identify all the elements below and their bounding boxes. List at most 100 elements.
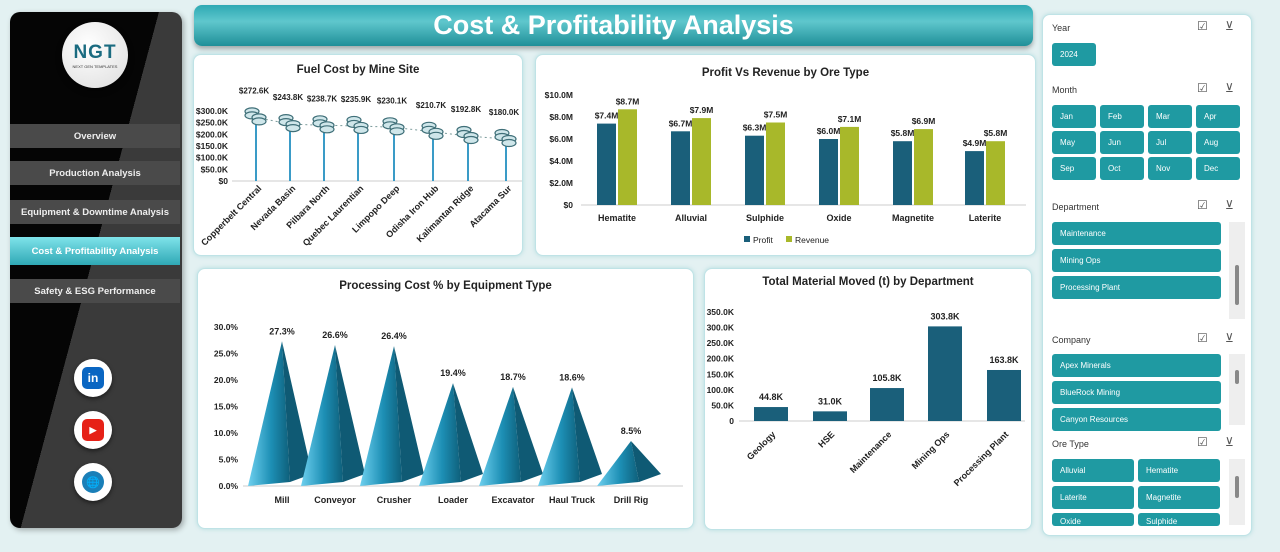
data-label: $272.6K [239,86,269,95]
clear-filter-icon[interactable]: ⊻ [1225,435,1234,449]
legend-swatch [786,236,792,242]
slicer-item-month[interactable]: Mar [1148,105,1192,128]
slicer-item-ore[interactable]: Magnetite [1138,486,1220,509]
pyramid-bar-side [572,387,602,482]
slicer-item-company[interactable]: Canyon Resources [1052,408,1221,431]
data-label: $180.0K [489,108,519,117]
x-tick-label: Crusher [377,495,412,505]
fuel-cost-card: Fuel Cost by Mine Site $0 $50.0K $100.0K $1… [193,54,523,256]
slicer-item-ore[interactable]: Alluvial [1052,459,1134,482]
nav-production-analysis[interactable]: Production Analysis [10,161,180,185]
y-tick-label: $300.0K [196,106,229,116]
y-tick-label: 15.0% [214,402,239,412]
coin-icon [251,117,267,126]
y-tick-label: $0 [564,200,574,210]
linkedin-button[interactable]: in [74,359,112,397]
data-label: 8.5% [621,426,642,436]
y-tick-label: 10.0% [214,428,239,438]
y-tick-label: $250.0K [196,118,229,128]
pyramid-bar [301,345,343,486]
y-tick-label: $2.0M [549,178,573,188]
slicer-item-month[interactable]: Dec [1196,157,1240,180]
department-scrollbar[interactable] [1229,222,1245,319]
x-tick-label: Haul Truck [549,495,596,505]
multi-select-icon[interactable]: ☑ [1197,331,1208,345]
multi-select-icon[interactable]: ☑ [1197,19,1208,33]
slicer-item-month[interactable]: Jan [1052,105,1096,128]
linkedin-icon: in [82,367,104,389]
clear-filter-icon[interactable]: ⊻ [1225,81,1234,95]
x-tick-label: Alluvial [675,213,707,223]
y-tick-label: 150.0K [707,369,735,379]
slicer-item-ore[interactable]: Oxide [1052,513,1134,526]
revenue-bar [618,109,637,205]
slicer-item-ore[interactable]: Laterite [1052,486,1134,509]
pyramid-bar-side [394,346,424,482]
chart-title: Total Material Moved (t) by Department [762,276,974,288]
material-moved-card: Total Material Moved (t) by Department 0… [704,268,1032,530]
slicer-item-month[interactable]: May [1052,131,1096,154]
ngt-logo: NGT NEXT GEN TEMPLATES [62,22,128,88]
slicer-item-company[interactable]: Apex Minerals [1052,354,1221,377]
clear-filter-icon[interactable]: ⊻ [1225,331,1234,345]
globe-icon: 🌐 [82,471,104,493]
x-tick-label: Excavator [491,495,535,505]
x-tick-label: Drill Rig [614,495,649,505]
x-tick-label: Laterite [969,213,1002,223]
x-tick-label: Magnetite [892,213,934,223]
website-button[interactable]: 🌐 [74,463,112,501]
y-tick-label: 25.0% [214,349,239,359]
data-label: $210.7K [416,101,446,110]
slicer-item-ore[interactable]: Hematite [1138,459,1220,482]
slicer-panel: Year ☑ ⊻ 2024 Month ☑ ⊻ Jan Feb Mar Apr May Jun J… [1042,14,1252,536]
data-label: 44.8K [759,392,784,402]
slicer-item-month[interactable]: Jul [1148,131,1192,154]
slicer-item-month[interactable]: Apr [1196,105,1240,128]
slicer-title-department: Department [1052,202,1100,212]
slicer-item-department[interactable]: Maintenance [1052,222,1221,245]
x-tick-label: Mining Ops [910,429,952,471]
fuel-cost-chart: $0 $50.0K$100.0K $150.0K $200.0K$250.0K $300… [196,86,522,248]
clear-filter-icon[interactable]: ⊻ [1225,19,1234,33]
ore-type-scrollbar[interactable] [1229,459,1245,525]
legend-label: Profit [753,235,773,245]
clear-filter-icon[interactable]: ⊻ [1225,198,1234,212]
slicer-item-month[interactable]: Oct [1100,157,1144,180]
pyramid-bar [360,346,402,486]
slicer-item-month[interactable]: Aug [1196,131,1240,154]
data-label: 18.6% [559,372,585,382]
multi-select-icon[interactable]: ☑ [1197,435,1208,449]
revenue-bar [986,141,1005,205]
youtube-button[interactable]: ▶ [74,411,112,449]
nav-safety-esg[interactable]: Safety & ESG Performance [10,279,180,303]
page-title: Cost & Profitability Analysis [194,5,1033,46]
slicer-item-company[interactable]: BlueRock Mining [1052,381,1221,404]
coin-stack-marker [346,115,369,135]
slicer-item-month[interactable]: Nov [1148,157,1192,180]
data-label: $238.7K [307,94,337,103]
profit-bar [965,151,984,205]
slicer-item-month[interactable]: Feb [1100,105,1144,128]
data-label: $5.8M [891,128,915,138]
slicer-item-department[interactable]: Mining Ops [1052,249,1221,272]
y-tick-label: 250.0K [707,338,735,348]
chart-title: Fuel Cost by Mine Site [296,64,420,76]
y-tick-label: $50.0K [201,164,229,174]
nav-overview[interactable]: Overview [10,124,180,148]
y-tick-label: $6.0M [549,134,573,144]
slicer-item-ore[interactable]: Sulphide [1138,513,1220,526]
slicer-item-year[interactable]: 2024 [1052,43,1096,66]
data-label: 303.8K [930,311,960,321]
nav-equipment-downtime[interactable]: Equipment & Downtime Analysis [10,200,180,224]
pyramid-bar-side [335,345,365,482]
slicer-item-department[interactable]: Processing Plant [1052,276,1221,299]
x-tick-label: Copperbelt Central [199,183,263,247]
company-scrollbar[interactable] [1229,354,1245,425]
slicer-item-month[interactable]: Jun [1100,131,1144,154]
data-label: 26.4% [381,331,407,341]
material-moved-chart: 0 50.0K 100.0K 150.0K 200.0K 250.0K 300.0K 350.… [707,307,1025,488]
slicer-item-month[interactable]: Sep [1052,157,1096,180]
multi-select-icon[interactable]: ☑ [1197,81,1208,95]
nav-cost-profitability[interactable]: Cost & Profitability Analysis [10,237,180,265]
multi-select-icon[interactable]: ☑ [1197,198,1208,212]
